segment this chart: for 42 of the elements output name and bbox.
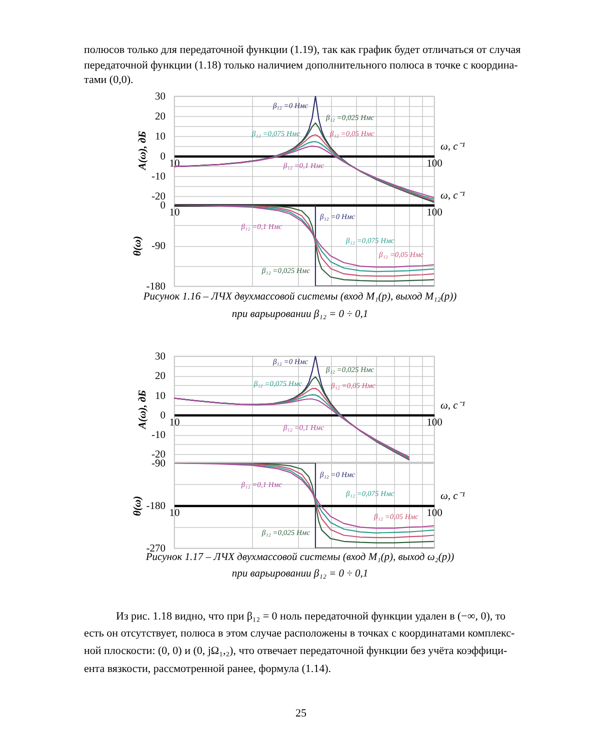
y-tick-label: -90 bbox=[152, 458, 166, 470]
text: Рисунок 1.17 – ЛЧХ двухмассовой системы (вход M₁(p), выход ω₂(p)) bbox=[144, 552, 455, 563]
y-axis-title: θ(ω) bbox=[132, 236, 144, 256]
text: передаточной функции (1.18) только наличием дополнительного полюса в точке с координа- bbox=[84, 60, 518, 72]
y-tick-label: -10 bbox=[152, 430, 166, 442]
y-tick-label: -90 bbox=[152, 241, 166, 252]
y-tick-label: 10 bbox=[155, 132, 166, 142]
text: при варьировании β₁₂ = 0 ÷ 0,1 bbox=[232, 568, 368, 580]
y-tick-label: -180 bbox=[146, 282, 166, 292]
x-tick-label: 100 bbox=[426, 208, 442, 218]
y-tick-label: -270 bbox=[146, 544, 166, 554]
text: есть он отсутствует, полюса в этом случае расположены в точках с координатами комплекс- bbox=[84, 627, 515, 640]
y-tick-label: 0 bbox=[160, 152, 166, 162]
x-axis-title: ω, с⁻¹ bbox=[440, 491, 465, 502]
x-axis-title: ω, с⁻¹ bbox=[440, 190, 465, 202]
y-axis-title: A(ω), дБ bbox=[138, 390, 149, 430]
y-tick-label: 0 bbox=[160, 200, 166, 212]
y-axis-title: θ(ω) bbox=[132, 496, 144, 516]
x-tick-label: 100 bbox=[426, 508, 442, 519]
y-tick-label: -10 bbox=[152, 172, 166, 182]
y-tick-label: 20 bbox=[155, 112, 166, 122]
text: 25 bbox=[296, 707, 307, 720]
x-tick-label: 100 bbox=[426, 417, 442, 428]
x-axis-title: ω, с⁻¹ bbox=[440, 142, 465, 152]
x-tick-label: 100 bbox=[426, 158, 442, 170]
text: Из рис. 1.18 видно, что при β₁₂ = 0 ноль передаточной функции удален в (−∞, 0), то bbox=[116, 610, 506, 622]
y-tick-label: 30 bbox=[155, 352, 166, 362]
x-axis-title: ω, с⁻¹ bbox=[440, 400, 465, 412]
y-tick-label: -180 bbox=[146, 501, 166, 512]
y-tick-label: -20 bbox=[152, 450, 166, 461]
y-tick-label: 10 bbox=[155, 390, 166, 402]
text: при варьировании β₁₂ = 0 ÷ 0,1 bbox=[232, 309, 368, 320]
text: тами (0,0). bbox=[84, 74, 134, 86]
y-tick-label: 20 bbox=[155, 371, 166, 382]
y-tick-label: 0 bbox=[160, 410, 166, 422]
text: полюсов только для передаточной функции (1.19), так как график будет отличаться от случая bbox=[84, 44, 521, 56]
text: ной плоскости: (0, 0) и (0, jΩ₁,₂), что отвечает передаточной функции без учёта коэффици- bbox=[84, 645, 508, 658]
y-tick-label: -20 bbox=[152, 192, 166, 202]
text: Рисунок 1.16 – ЛЧХ двухмассовой системы (вход M₁(p), выход M₁₂(p)) bbox=[142, 291, 458, 302]
text: ента вязкости, рассмотренной ранее, формула (1.14). bbox=[84, 663, 332, 676]
y-tick-label: 30 bbox=[155, 92, 166, 102]
y-axis-title: A(ω), дБ bbox=[138, 130, 149, 171]
